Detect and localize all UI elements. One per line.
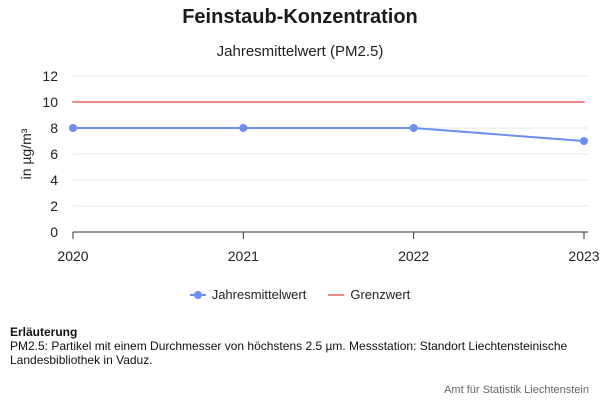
chart-subtitle: Jahresmittelwert (PM2.5)	[216, 43, 384, 60]
source-credit: Amt für Statistik Liechtenstein	[444, 384, 589, 396]
explanation-note: Erläuterung PM2.5: Partikel mit einem Du…	[10, 325, 570, 367]
x-tick-label-2020: 2020	[57, 248, 88, 264]
legend-item-grenzwert[interactable]: Grenzwert	[328, 287, 410, 302]
explanation-heading: Erläuterung	[10, 325, 78, 339]
data-point-jahresmittelwert-2020	[69, 124, 77, 132]
data-point-jahresmittelwert-2021	[239, 124, 248, 132]
series-line-jahresmittelwert	[72, 127, 585, 142]
y-tick-label-4: 4	[50, 172, 58, 188]
line-chart: 0 2 4 6 8 10 12 2020 2021 2022 2023 in µg/m³	[18, 68, 600, 264]
legend-label-grenzwert: Grenzwert	[350, 287, 411, 302]
data-point-jahresmittelwert-2023	[580, 137, 588, 145]
y-tick-label-2: 2	[50, 198, 58, 214]
y-tick-label-6: 6	[50, 146, 58, 162]
legend-label-jahresmittelwert: Jahresmittelwert	[211, 287, 307, 302]
legend-swatch-jahresmittelwert	[189, 290, 206, 300]
y-tick-label-10: 10	[42, 94, 58, 110]
legend-item-jahresmittelwert[interactable]: Jahresmittelwert	[189, 287, 307, 302]
chart-title: Feinstaub-Konzentration	[182, 6, 418, 28]
x-tick-label-2023: 2023	[568, 248, 599, 264]
x-tick-label-2022: 2022	[398, 248, 429, 264]
data-point-jahresmittelwert-2022	[409, 124, 418, 132]
x-tick-label-2021: 2021	[228, 248, 259, 264]
legend-swatch-grenzwert	[328, 290, 345, 300]
explanation-text: PM2.5: Partikel mit einem Durchmesser vo…	[10, 339, 568, 367]
chart-legend: Jahresmittelwert Grenzwert	[0, 287, 600, 302]
y-axis-label: in µg/m³	[18, 128, 34, 179]
y-tick-label-0: 0	[50, 224, 58, 240]
y-tick-label-12: 12	[42, 68, 58, 84]
y-tick-label-8: 8	[50, 120, 58, 136]
